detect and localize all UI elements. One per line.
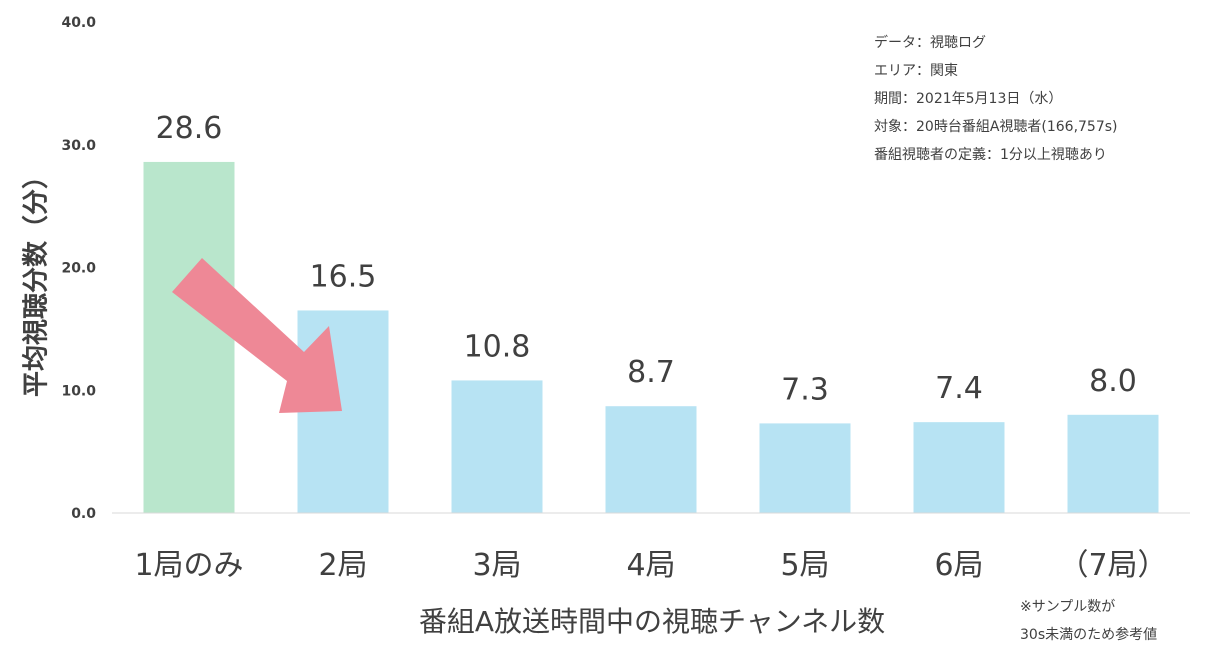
value-label: 8.7 [627, 355, 675, 390]
y-tick-label: 10.0 [61, 383, 96, 399]
bars [143, 161, 1159, 513]
x-tick-label: 2局 [318, 548, 367, 583]
value-label: 16.5 [310, 259, 377, 294]
y-tick-label: 20.0 [61, 261, 96, 277]
y-tick-label: 30.0 [61, 138, 96, 154]
trend-arrow [172, 258, 342, 413]
x-tick-label: 4局 [626, 548, 675, 583]
bar-5 [759, 423, 851, 513]
value-labels: 28.6 16.5 10.8 8.7 7.3 7.4 8.0 [156, 111, 1137, 407]
x-tick-label: 5局 [780, 548, 829, 583]
value-label: 7.3 [781, 372, 829, 407]
value-label: 8.0 [1089, 364, 1137, 399]
value-label: 28.6 [156, 111, 223, 146]
note-target: 対象：20時台番組A視聴者(166,757s) [874, 119, 1118, 135]
bar-1 [143, 161, 235, 513]
x-tick-label: 3局 [472, 548, 521, 583]
value-label: 10.8 [464, 329, 531, 364]
y-axis-ticks: 0.0 10.0 20.0 30.0 40.0 [61, 15, 96, 522]
x-tick-label: （7局） [1058, 548, 1167, 583]
bar-6 [913, 422, 1005, 513]
note-definition: 番組視聴者の定義：1分以上視聴あり [874, 147, 1107, 163]
x-axis-ticks: 1局のみ 2局 3局 4局 5局 6局 （7局） [134, 548, 1167, 583]
value-label: 7.4 [935, 371, 983, 406]
footnote-line-1: ※サンプル数が [1020, 599, 1116, 615]
y-tick-label: 0.0 [71, 506, 96, 522]
bar-7 [1067, 414, 1159, 513]
note-period: 期間：2021年5月13日（水） [874, 91, 1063, 107]
note-data-source: データ：視聴ログ [874, 35, 986, 51]
x-tick-label: 1局のみ [134, 548, 243, 583]
y-axis-title: 平均視聴分数（分） [21, 162, 52, 398]
bar-4 [605, 406, 697, 513]
footnote-line-2: 30s未満のため参考値 [1020, 627, 1158, 643]
x-tick-label: 6局 [934, 548, 983, 583]
y-tick-label: 40.0 [61, 15, 96, 31]
bar-3 [451, 380, 543, 513]
x-axis-title: 番組A放送時間中の視聴チャンネル数 [418, 605, 886, 638]
note-area: エリア：関東 [874, 63, 958, 79]
